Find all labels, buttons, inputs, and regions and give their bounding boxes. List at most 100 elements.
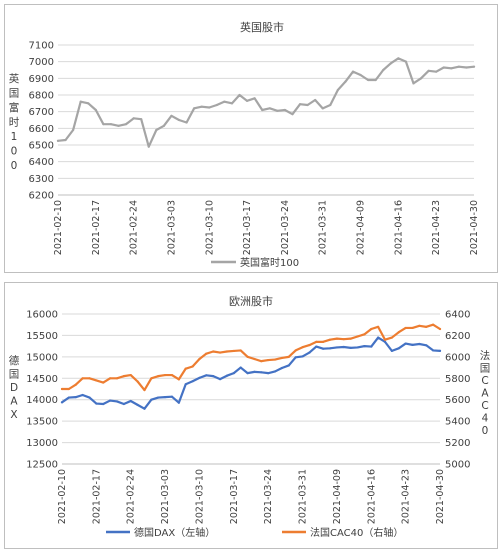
uk-series-point-30: [283, 108, 287, 112]
eu-series-0-point-15: [163, 396, 167, 399]
eu-series-0-point-25: [232, 372, 235, 375]
eu-ylabel-right-char-5: 4: [482, 413, 489, 425]
eu-x-tick-9: 2021-04-16: [366, 469, 377, 524]
eu-series-0-point-7: [109, 399, 112, 402]
uk-series-point-22: [223, 100, 226, 103]
eu-left-y-tick-1: 13000: [26, 438, 58, 449]
uk-series-point-41: [367, 78, 370, 82]
uk-ylabel-char-6: 0: [11, 160, 18, 172]
uk-series-point-0: [56, 139, 60, 142]
eu-x-tick-1: 2021-02-17: [91, 469, 102, 524]
eu-series-0-point-54: [432, 349, 435, 352]
uk-x-tick-4: 2021-03-10: [204, 200, 215, 255]
uk-ylabel-char-0: 英: [9, 72, 20, 85]
eu-series-0-point-22: [212, 375, 215, 378]
uk-y-tick-6: 6800: [29, 91, 54, 102]
eu-right-y-tick-2: 5400: [445, 417, 470, 428]
uk-series-point-19: [200, 105, 203, 108]
eu-series-0-point-37: [315, 345, 318, 348]
eu-series-1-line: [60, 323, 442, 392]
uk-series-point-39: [351, 70, 355, 73]
eu-ylabel-left-char-4: X: [10, 409, 17, 421]
eu-right-y-tick-4: 5800: [445, 374, 470, 385]
eu-series-1-point-35: [301, 346, 304, 349]
eu-x-tick-10: 2021-04-23: [401, 469, 412, 524]
eu-series-0-point-55: [438, 349, 442, 352]
eu-series-0-point-10: [129, 399, 132, 403]
eu-series-1-point-37: [315, 340, 318, 343]
eu-x-tick-11: 2021-04-30: [435, 469, 446, 524]
eu-ylabel-right-char-0: 法: [480, 349, 491, 362]
eu-series-0-point-26: [239, 366, 242, 369]
uk-series-point-11: [140, 118, 143, 121]
eu-series-0-point-5: [95, 402, 98, 405]
eu-series-1-point-28: [253, 357, 256, 361]
eu-series-1-point-31: [273, 358, 277, 361]
uk-series-point-55: [472, 65, 476, 68]
eu-series-0-point-50: [404, 342, 407, 345]
eu-series-1-point-30: [267, 358, 270, 362]
eu-ylabel-right-char-2: C: [481, 375, 488, 387]
uk-series-point-23: [230, 102, 234, 105]
eu-series-0-point-17: [177, 401, 180, 404]
uk-series-point-47: [412, 82, 415, 85]
eu-series-0-point-20: [198, 376, 201, 379]
uk-series-point-50: [435, 70, 438, 73]
eu-chart-frame: [4, 282, 498, 549]
eu-series-1-point-7: [109, 377, 112, 380]
uk-series-point-33: [306, 103, 309, 107]
uk-series-point-4: [87, 102, 90, 105]
uk-series-point-35: [321, 107, 324, 110]
uk-y-axis-label: 英国富时 1 0 0: [9, 72, 20, 172]
eu-legend-label-cac: 法国CAC40（右轴）: [310, 526, 403, 539]
eu-series-1-point-11: [136, 380, 139, 383]
eu-left-y-tick-6: 15500: [26, 331, 58, 342]
eu-series-0-point-32: [280, 366, 284, 370]
eu-series-1-point-46: [377, 325, 380, 328]
eu-series-0-point-30: [267, 372, 270, 375]
eu-left-y-tick-4: 14500: [26, 374, 58, 385]
eu-right-y-axis-label: 法国CAC40: [480, 349, 491, 437]
uk-ylabel-char-1: 国: [9, 88, 20, 100]
eu-series-0-point-1: [67, 396, 70, 399]
eu-series-1-point-9: [122, 375, 125, 378]
eu-series-0-point-6: [102, 402, 105, 406]
eu-series-0-point-44: [363, 345, 366, 348]
uk-x-tick-1: 2021-02-17: [91, 200, 102, 255]
uk-series-point-48: [419, 77, 423, 80]
eu-series-1-point-33: [287, 355, 290, 358]
eu-ylabel-left-char-1: 国: [9, 369, 20, 381]
eu-ylabel-right-char-3: A: [481, 388, 489, 400]
uk-series-point-7: [109, 123, 113, 126]
eu-ylabel-right-char-6: 0: [482, 425, 489, 437]
uk-y-tick-2: 6400: [29, 157, 54, 168]
eu-series-1-point-0: [60, 387, 64, 391]
eu-series-0-point-46: [377, 336, 380, 339]
uk-y-tick-3: 6500: [29, 141, 54, 152]
eu-series-1-point-44: [363, 333, 366, 336]
eu-series-lines: [60, 323, 442, 410]
eu-left-y-tick-3: 14000: [26, 395, 58, 406]
uk-series-lines: [56, 57, 476, 148]
eu-series-0-point-53: [425, 344, 428, 347]
uk-series-point-45: [397, 57, 400, 60]
eu-right-y-tick-1: 5200: [445, 438, 470, 449]
eu-series-1-point-8: [115, 377, 119, 380]
uk-legend: 英国富时100: [211, 256, 299, 269]
eu-series-1-point-3: [81, 377, 84, 380]
eu-series-0-point-36: [308, 351, 311, 354]
eu-series-1-point-47: [383, 338, 387, 341]
eu-left-y-tick-0: 12500: [26, 460, 58, 471]
uk-ylabel-char-4: 1: [11, 131, 18, 143]
eu-series-0-point-47: [383, 340, 387, 343]
uk-series-point-37: [336, 88, 339, 92]
uk-series-point-5: [94, 108, 97, 112]
uk-series-point-18: [193, 107, 196, 110]
uk-legend-label: 英国富时100: [240, 256, 299, 269]
eu-series-0-point-49: [397, 347, 400, 350]
uk-y-tick-0: 6200: [29, 191, 54, 202]
uk-series-point-44: [389, 62, 392, 65]
eu-legend: 德国DAX（左轴） 法国CAC40（右轴）: [106, 526, 403, 539]
eu-series-1-point-14: [157, 375, 160, 378]
eu-series-0-point-38: [322, 347, 325, 350]
